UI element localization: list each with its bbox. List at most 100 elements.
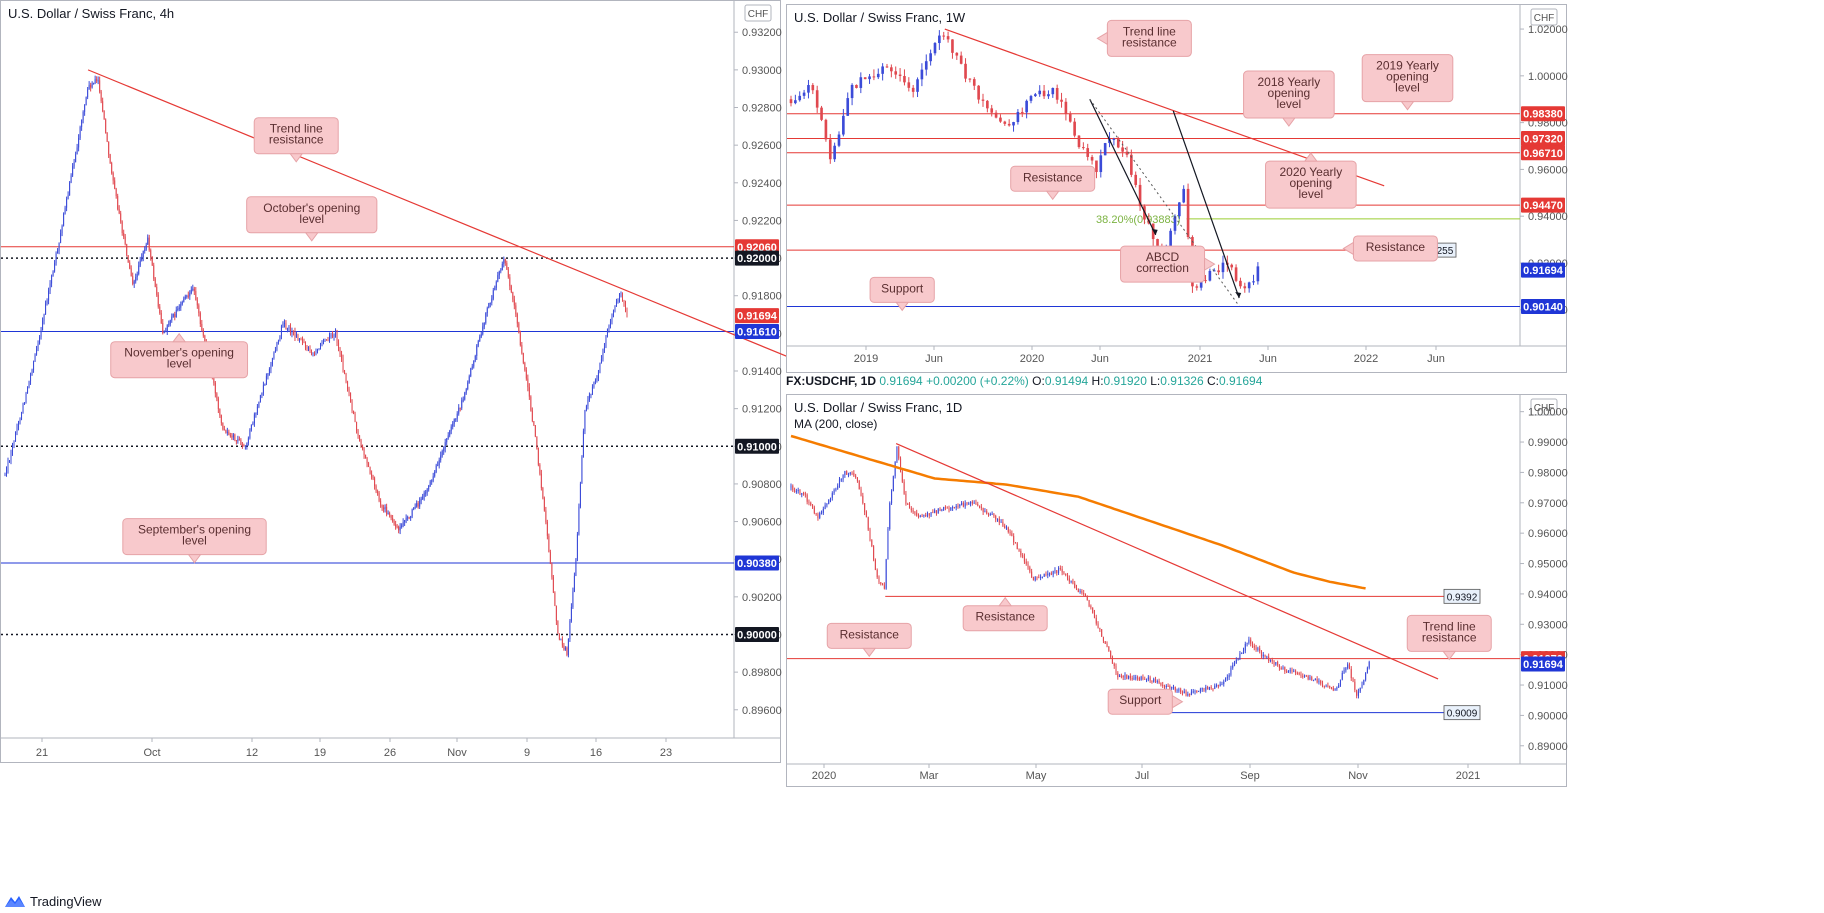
x-tick-label: 2022 [1354, 353, 1378, 365]
candle-body [318, 348, 320, 350]
candle-body [384, 506, 386, 510]
candle-body [563, 645, 565, 650]
candle-body [822, 509, 824, 513]
candle-body [1352, 678, 1354, 682]
candle-body [512, 292, 514, 300]
y-tick-label: 0.91000 [1528, 680, 1568, 692]
candle-body [844, 471, 846, 475]
candle-body [1183, 691, 1185, 694]
candle-body [434, 471, 436, 477]
annotation-callout: Resistance [1010, 165, 1096, 201]
candle-body [1097, 623, 1099, 628]
candle-body [1156, 681, 1158, 683]
candle-body [970, 501, 972, 504]
candle-body [1014, 542, 1017, 544]
candle-body [986, 511, 988, 514]
candle-body [599, 362, 601, 373]
candle-body [1018, 549, 1020, 552]
candle-body [1217, 685, 1219, 687]
candle-body [1196, 691, 1198, 693]
candle-body [999, 117, 1002, 122]
candle-body [36, 349, 38, 355]
candle-body [292, 330, 294, 332]
candle-body [516, 314, 518, 324]
candle-body [171, 316, 173, 321]
candle-body [347, 381, 349, 390]
candle-body [423, 492, 425, 497]
candle-body [291, 330, 293, 334]
chart-title: U.S. Dollar / Swiss Franc, 4h [8, 6, 174, 21]
price-axis-label: 0.90140 [1523, 301, 1563, 313]
candle-body [1090, 156, 1094, 161]
candle-body [228, 431, 230, 435]
candle-body [375, 486, 377, 492]
candle-body [833, 145, 836, 160]
annotation-pointer [172, 332, 187, 343]
candle-body [69, 182, 71, 196]
tradingview-branding[interactable]: TradingView [4, 892, 102, 910]
candle-body [869, 529, 871, 541]
candle-body [513, 299, 515, 306]
candle-body [951, 39, 954, 53]
candle-body [157, 294, 159, 307]
candle-body [1356, 690, 1358, 696]
candle-body [603, 346, 605, 350]
candle-body [216, 393, 218, 399]
candle-body [371, 473, 373, 477]
candle-body [286, 328, 288, 330]
candle-body [121, 221, 123, 234]
annotation-text: 2018 Yearly [1258, 75, 1321, 89]
candle-body [1149, 677, 1151, 681]
candle-body [1171, 687, 1173, 689]
symbol-ohlc: FX:USDCHF, 1D 0.91694 +0.00200 (+0.22%) … [786, 374, 1263, 388]
candle-body [276, 342, 278, 350]
candle-body [1320, 680, 1322, 684]
candle-body [256, 406, 258, 413]
candle-body [1345, 668, 1347, 671]
candle-body [437, 465, 439, 467]
candle-body [76, 147, 78, 155]
annotation-callout: Resistance [1342, 235, 1438, 262]
candle-body [1070, 580, 1072, 582]
candle-body [876, 73, 880, 78]
price-axis-label: 0.97320 [1523, 134, 1563, 146]
candle-body [849, 472, 851, 474]
candle-body [81, 119, 83, 128]
candle-body [246, 442, 248, 446]
candle-body [99, 80, 101, 92]
trend-line [895, 443, 1439, 680]
candle-body [180, 304, 182, 308]
candle-body [105, 119, 107, 134]
candle-body [1180, 689, 1182, 693]
candle-body [1273, 661, 1275, 665]
candle-body [899, 458, 902, 472]
candle-body [58, 242, 60, 251]
candle-body [480, 334, 482, 337]
candle-body [903, 76, 906, 83]
candle-body [189, 293, 191, 297]
candle-body [1304, 675, 1306, 677]
candle-body [1286, 671, 1288, 673]
candle-body [521, 345, 523, 354]
candle-body [303, 342, 305, 344]
candle-body [820, 107, 823, 120]
candle-body [75, 154, 77, 163]
candle-body [1103, 143, 1107, 156]
candle-body [1056, 570, 1058, 573]
candle-body [468, 376, 470, 383]
candle-body [387, 512, 389, 515]
candle-body [1112, 138, 1116, 140]
candle-body [90, 84, 92, 88]
candle-body [501, 263, 503, 271]
candle-body [1354, 681, 1356, 691]
candle-body [1201, 688, 1203, 690]
candle-body [1156, 239, 1159, 247]
price-axis-label-bg [1521, 262, 1565, 278]
candle-body [482, 326, 484, 335]
candle-body [1332, 687, 1334, 691]
candle-body [1083, 593, 1085, 595]
candle-body [846, 98, 850, 116]
candle-body [887, 528, 889, 560]
